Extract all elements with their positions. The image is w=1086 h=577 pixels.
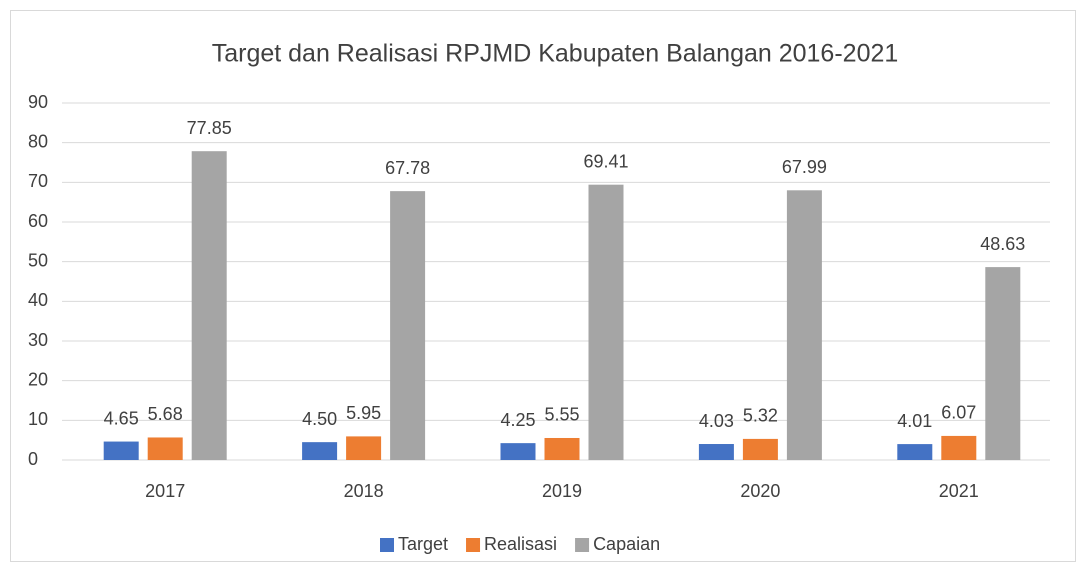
bar [103, 441, 139, 460]
data-label: 5.68 [148, 404, 183, 424]
bar [786, 190, 822, 460]
data-label: 67.78 [385, 158, 430, 178]
bar [742, 438, 778, 460]
y-tick-label: 0 [28, 449, 38, 469]
x-tick-label: 2020 [740, 481, 780, 501]
legend-label: Target [398, 534, 448, 554]
data-label: 4.03 [699, 411, 734, 431]
x-tick-label: 2018 [344, 481, 384, 501]
bar [147, 437, 183, 460]
bar [346, 436, 382, 460]
data-label: 67.99 [782, 157, 827, 177]
legend-swatch [380, 538, 394, 552]
y-tick-label: 70 [28, 171, 48, 191]
y-tick-label: 80 [28, 131, 48, 151]
bar [941, 435, 977, 460]
data-label: 4.50 [302, 409, 337, 429]
y-tick-label: 30 [28, 330, 48, 350]
data-label: 4.25 [500, 410, 535, 430]
data-label: 4.01 [897, 411, 932, 431]
y-tick-label: 40 [28, 290, 48, 310]
y-tick-label: 20 [28, 369, 48, 389]
y-tick-label: 90 [28, 92, 48, 112]
data-label: 5.95 [346, 403, 381, 423]
x-tick-label: 2017 [145, 481, 185, 501]
bar [191, 151, 227, 460]
data-label: 69.41 [583, 151, 628, 171]
bar [390, 191, 426, 460]
y-tick-label: 10 [28, 409, 48, 429]
legend-label: Realisasi [484, 534, 557, 554]
legend-swatch [466, 538, 481, 552]
legend-label: Capaian [593, 534, 660, 554]
data-label: 6.07 [941, 403, 976, 423]
bar [985, 267, 1021, 460]
x-tick-label: 2021 [939, 481, 979, 501]
bar [302, 442, 338, 460]
bar [698, 444, 734, 460]
bar [897, 444, 933, 460]
data-label: 4.65 [104, 408, 139, 428]
x-tick-label: 2019 [542, 481, 582, 501]
chart-border [10, 10, 1076, 562]
y-tick-label: 60 [28, 211, 48, 231]
bar [544, 437, 580, 460]
chart-title: Target dan Realisasi RPJMD Kabupaten Bal… [212, 40, 899, 68]
data-label: 5.32 [743, 406, 778, 426]
data-label: 77.85 [187, 118, 232, 138]
bar [500, 443, 536, 460]
bar [588, 184, 624, 461]
data-label: 48.63 [980, 234, 1025, 254]
legend-swatch [575, 538, 590, 552]
data-label: 5.55 [544, 405, 579, 425]
y-tick-label: 50 [28, 250, 48, 270]
